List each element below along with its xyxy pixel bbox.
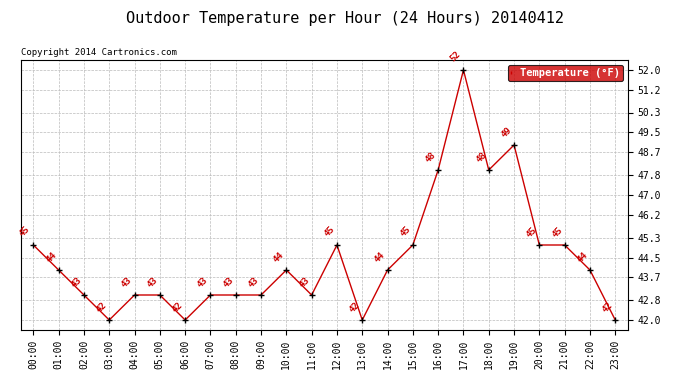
- Legend: Temperature (°F): Temperature (°F): [508, 65, 622, 81]
- Text: 49: 49: [500, 126, 513, 140]
- Text: 43: 43: [246, 276, 260, 290]
- Text: 44: 44: [373, 251, 387, 264]
- Text: 43: 43: [221, 276, 235, 290]
- Text: 42: 42: [170, 300, 184, 315]
- Text: 44: 44: [575, 251, 589, 264]
- Text: 45: 45: [322, 225, 336, 239]
- Text: 44: 44: [44, 251, 58, 264]
- Text: 45: 45: [398, 225, 412, 239]
- Text: 44: 44: [272, 251, 286, 264]
- Text: 42: 42: [95, 300, 108, 315]
- Text: 43: 43: [146, 276, 159, 290]
- Text: 45: 45: [550, 225, 564, 240]
- Text: 43: 43: [120, 276, 134, 290]
- Text: 45: 45: [17, 225, 32, 239]
- Text: 42: 42: [601, 300, 615, 315]
- Text: Copyright 2014 Cartronics.com: Copyright 2014 Cartronics.com: [21, 48, 177, 57]
- Text: 42: 42: [348, 300, 362, 315]
- Text: 43: 43: [70, 276, 83, 290]
- Text: 43: 43: [196, 276, 210, 290]
- Text: 45: 45: [525, 225, 539, 240]
- Text: 52: 52: [449, 50, 463, 64]
- Text: 48: 48: [474, 150, 488, 165]
- Text: 48: 48: [424, 150, 437, 165]
- Text: Outdoor Temperature per Hour (24 Hours) 20140412: Outdoor Temperature per Hour (24 Hours) …: [126, 11, 564, 26]
- Text: 43: 43: [297, 276, 311, 290]
